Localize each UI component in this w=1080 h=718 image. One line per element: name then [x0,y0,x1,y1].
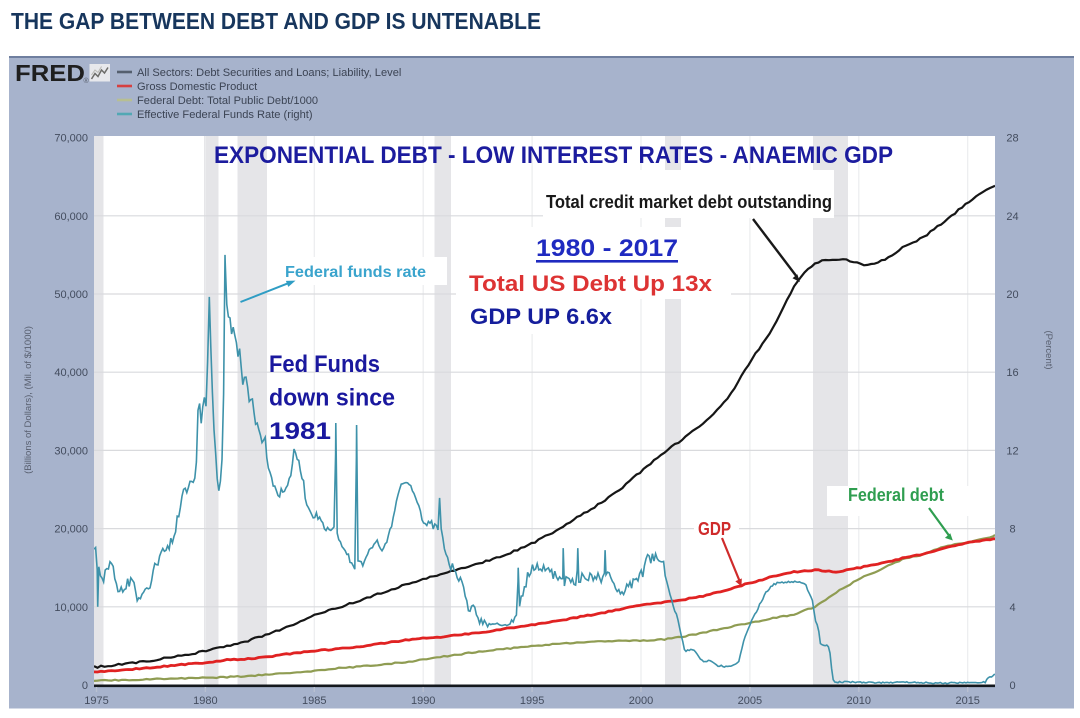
svg-text:1990: 1990 [411,695,435,707]
svg-text:1981: 1981 [269,418,331,445]
svg-text:70,000: 70,000 [54,133,88,145]
svg-text:2010: 2010 [847,695,871,707]
svg-text:Total credit market debt outst: Total credit market debt outstanding [546,192,832,212]
svg-text:All Sectors: Debt Securities a: All Sectors: Debt Securities and Loans; … [137,67,401,79]
svg-text:EXPONENTIAL DEBT - LOW INTERES: EXPONENTIAL DEBT - LOW INTEREST RATES - … [214,142,893,169]
svg-text:60,000: 60,000 [54,211,88,223]
svg-text:2015: 2015 [955,695,979,707]
svg-text:Federal funds rate: Federal funds rate [285,264,426,281]
svg-text:12: 12 [1006,445,1018,457]
svg-text:THE GAP BETWEEN DEBT AND GDP I: THE GAP BETWEEN DEBT AND GDP IS UNTENABL… [11,8,541,34]
svg-text:40,000: 40,000 [54,367,88,379]
svg-text:1995: 1995 [520,695,544,707]
svg-text:16: 16 [1006,367,1018,379]
svg-text:Gross Domestic Product: Gross Domestic Product [137,81,257,93]
svg-text:Effective Federal Funds Rate (: Effective Federal Funds Rate (right) [137,109,313,121]
svg-text:50,000: 50,000 [54,289,88,301]
svg-text:28: 28 [1006,133,1018,145]
svg-text:Federal Debt: Total Public Deb: Federal Debt: Total Public Debt/1000 [137,95,318,107]
svg-text:1985: 1985 [302,695,326,707]
svg-text:1980: 1980 [193,695,217,707]
svg-text:20,000: 20,000 [54,524,88,536]
svg-text:8: 8 [1009,524,1015,536]
svg-text:30,000: 30,000 [54,445,88,457]
svg-text:(Percent): (Percent) [1043,330,1054,369]
svg-text:24: 24 [1006,211,1018,223]
svg-text:4: 4 [1009,602,1015,614]
svg-text:1975: 1975 [84,695,108,707]
svg-text:10,000: 10,000 [54,602,88,614]
svg-text:1980 - 2017: 1980 - 2017 [536,235,678,262]
svg-text:down since: down since [269,385,395,412]
svg-text:0: 0 [1009,680,1015,692]
svg-text:GDP UP 6.6x: GDP UP 6.6x [470,304,613,329]
svg-text:Total US Debt Up 13x: Total US Debt Up 13x [469,271,713,296]
svg-text:®: ® [84,77,90,85]
svg-text:0: 0 [82,680,88,692]
svg-text:FRED: FRED [15,60,85,86]
svg-text:Federal debt: Federal debt [848,484,944,505]
svg-text:Fed Funds: Fed Funds [269,351,380,378]
svg-text:2000: 2000 [629,695,653,707]
svg-text:(Billions of Dollars), (Mil. o: (Billions of Dollars), (Mil. of $/1000) [23,326,34,474]
svg-text:2005: 2005 [738,695,762,707]
svg-text:GDP: GDP [698,518,731,539]
svg-text:20: 20 [1006,289,1018,301]
